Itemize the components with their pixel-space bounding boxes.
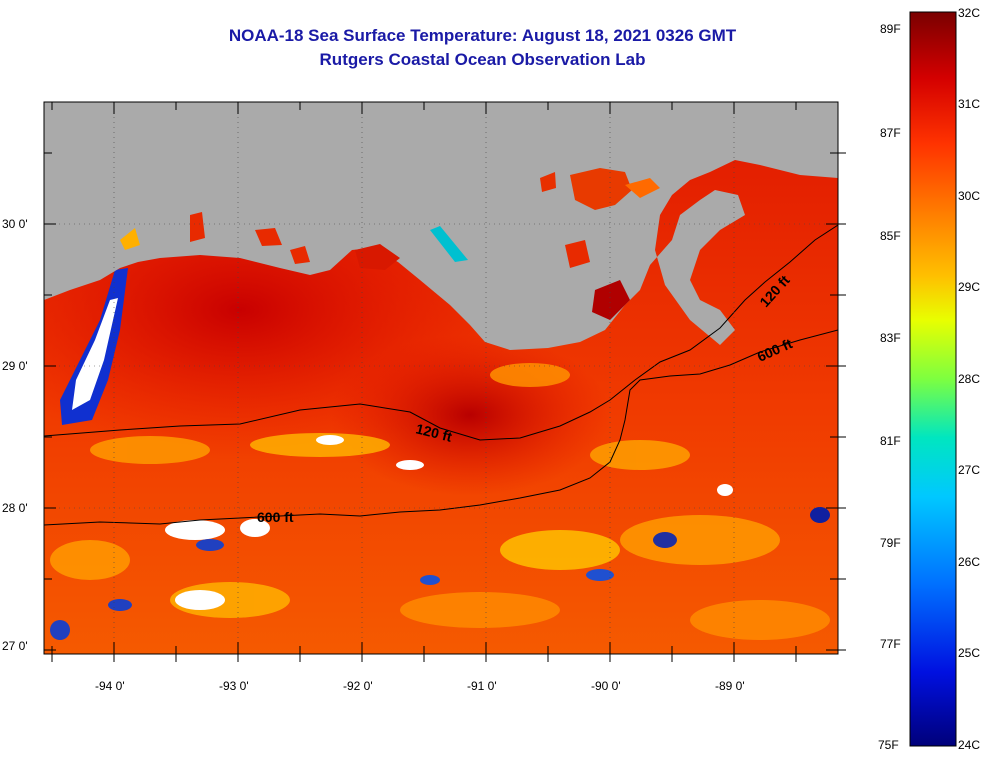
fahrenheit-label: 87F <box>880 126 901 140</box>
celsius-label: 30C <box>958 189 981 203</box>
lon-label: -89 0' <box>715 679 745 693</box>
map-title: NOAA-18 Sea Surface Temperature: August … <box>228 26 737 45</box>
celsius-label: 31C <box>958 97 981 111</box>
map-frame <box>43 101 839 655</box>
graticule <box>44 102 838 654</box>
celsius-label: 24C <box>958 738 981 752</box>
contour-120ft-west <box>44 224 838 441</box>
fahrenheit-label: 83F <box>880 331 901 345</box>
lon-label: -91 0' <box>467 679 497 693</box>
celsius-label: 26C <box>958 555 981 569</box>
fahrenheit-label: 89F <box>880 22 901 36</box>
lat-axis-labels: 30 0' 29 0' 28 0' 27 0' <box>2 217 28 653</box>
celsius-label: 32C <box>958 6 981 20</box>
cloud-patches <box>50 268 830 640</box>
axis-ticks <box>44 102 846 662</box>
color-scale-bar <box>909 11 957 747</box>
celsius-label: 25C <box>958 646 981 660</box>
celsius-label: 27C <box>958 463 981 477</box>
fahrenheit-label: 75F <box>878 738 899 752</box>
lon-axis-labels: -94 0' -93 0' -92 0' -91 0' -90 0' -89 0… <box>95 679 745 693</box>
lat-label: 30 0' <box>2 217 28 231</box>
fahrenheit-label: 85F <box>880 229 901 243</box>
celsius-label: 29C <box>958 280 981 294</box>
coastline-land <box>44 102 838 350</box>
lat-label: 29 0' <box>2 359 28 373</box>
map-subtitle: Rutgers Coastal Ocean Observation Lab <box>319 50 646 69</box>
lon-label: -92 0' <box>343 679 373 693</box>
fahrenheit-label: 77F <box>880 637 901 651</box>
celsius-label: 28C <box>958 372 981 386</box>
fahrenheit-label: 79F <box>880 536 901 550</box>
fahrenheit-label: 81F <box>880 434 901 448</box>
inland-lakes <box>120 168 660 320</box>
svg-text:600 ft: 600 ft <box>257 509 294 525</box>
lon-label: -90 0' <box>591 679 621 693</box>
lon-label: -94 0' <box>95 679 125 693</box>
lon-label: -93 0' <box>219 679 249 693</box>
lat-label: 27 0' <box>2 639 28 653</box>
lat-label: 28 0' <box>2 501 28 515</box>
map-area: 120 ft 600 ft 120 ft 600 ft <box>44 102 838 654</box>
contour-600ft <box>44 329 838 526</box>
